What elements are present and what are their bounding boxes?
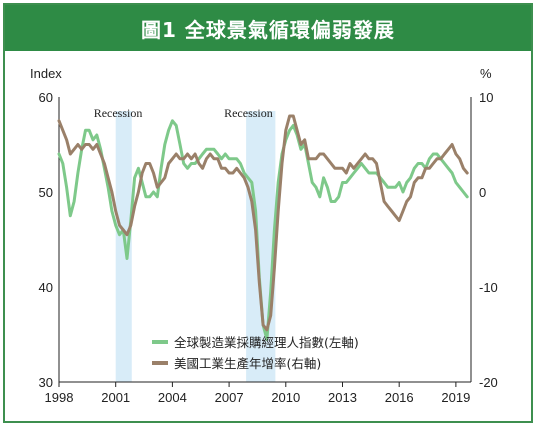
x-tick-label: 2016 (385, 390, 414, 405)
recession-label-1: Recession (224, 106, 273, 120)
legend: 全球製造業採購經理人指數(左軸) 美國工業生產年增率(右軸) (152, 335, 359, 371)
x-tick-label: 2013 (328, 390, 357, 405)
recession-label-0: Recession (94, 106, 143, 120)
left-tick-label: 30 (39, 375, 53, 390)
chart-title: 圖1 全球景氣循環偏弱發展 (5, 5, 531, 51)
x-tick-label: 2001 (101, 390, 130, 405)
x-tick-label: 2019 (441, 390, 470, 405)
x-tick-label: 2007 (215, 390, 244, 405)
recession-band-0 (115, 111, 132, 382)
right-tick-label: 0 (479, 185, 486, 200)
recession-band-1 (246, 111, 276, 382)
x-tick-label: 2010 (271, 390, 300, 405)
right-tick-label: 10 (479, 90, 493, 105)
axes: Index % (30, 66, 492, 383)
x-tick-label: 2004 (158, 390, 187, 405)
tick-labels: 60 50 40 30 10 0 -10 -20 1998 2001 2004 2007 2010 201… (39, 90, 498, 405)
legend-label-pmi: 全球製造業採購經理人指數(左軸) (174, 335, 359, 350)
right-axis-label: % (480, 66, 492, 81)
left-tick-label: 40 (39, 280, 53, 295)
left-tick-label: 50 (39, 185, 53, 200)
legend-label-ip: 美國工業生產年增率(右軸) (174, 356, 321, 371)
left-tick-label: 60 (39, 90, 53, 105)
right-tick-label: -10 (479, 280, 498, 295)
left-axis-label: Index (30, 66, 62, 81)
recession-bands: Recession Recession (94, 106, 276, 382)
right-tick-label: -20 (479, 375, 498, 390)
series-lines (57, 114, 469, 341)
x-tick-label: 1998 (45, 390, 74, 405)
series-line-ip (57, 114, 469, 332)
